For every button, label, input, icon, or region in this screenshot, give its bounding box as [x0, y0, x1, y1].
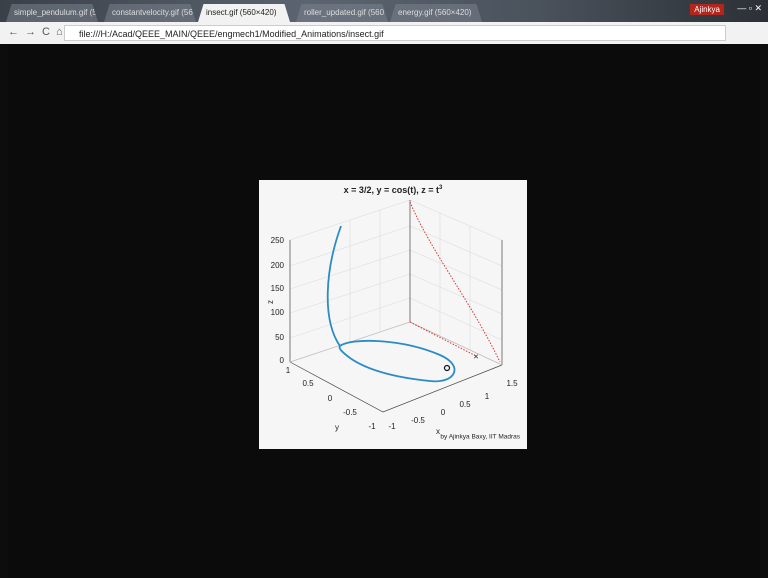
x-label: x: [436, 427, 440, 436]
tick-label: 1: [485, 392, 490, 401]
tick-label: 1.5: [506, 379, 518, 388]
marker-x: ×: [473, 351, 478, 361]
page: simple_pendulum.gif (5 constantvelocity.…: [0, 0, 768, 578]
tick-label: -0.5: [343, 408, 357, 417]
title-text: x = 3/2, y = cos(t), z = t: [344, 185, 439, 195]
tab[interactable]: simple_pendulum.gif (5: [6, 4, 98, 22]
tab[interactable]: constantvelocity.gif (56: [104, 4, 196, 22]
plot-title: x = 3/2, y = cos(t), z = t3: [344, 185, 443, 196]
address-bar: ←→C⌂ file:///H:/Acad/QEEE_MAIN/QEEE/engm…: [0, 22, 768, 44]
tick-label: -1: [388, 422, 396, 431]
z-label: z: [266, 300, 275, 304]
tick-label: 0: [328, 394, 333, 403]
nav-buttons[interactable]: ←→C⌂: [8, 26, 69, 38]
tick-label: 0: [280, 356, 285, 365]
user-badge[interactable]: Ajinkya: [690, 4, 724, 15]
tick-label: -0.5: [411, 416, 425, 425]
credit: by Ajinkya Baxy, IIT Madras: [440, 434, 520, 441]
tick-label: 0.5: [459, 400, 471, 409]
y-label: y: [335, 423, 339, 432]
tick-label: -1: [368, 422, 376, 431]
gif-image: × x = 3/2, y = cos(t), z = t3 z y x 0 50 1…: [259, 180, 527, 449]
tick-label: 250: [271, 236, 285, 245]
tab[interactable]: roller_updated.gif (560: [296, 4, 388, 22]
tick-label: 200: [271, 261, 285, 270]
window-controls[interactable]: — ▫ ✕: [737, 3, 762, 14]
image-bg: [259, 180, 527, 449]
url[interactable]: file:///H:/Acad/QEEE_MAIN/QEEE/engmech1/…: [64, 25, 726, 41]
tab[interactable]: insect.gif (560×420): [198, 4, 290, 22]
tab-bar: simple_pendulum.gif (5 constantvelocity.…: [0, 0, 768, 22]
tick-label: 0: [441, 408, 446, 417]
tick-label: 150: [271, 284, 285, 293]
tick-label: 0.5: [302, 379, 314, 388]
tick-label: 50: [275, 333, 284, 342]
tick-label: 100: [271, 308, 285, 317]
tab[interactable]: energy.gif (560×420): [390, 4, 482, 22]
tick-label: 1: [286, 366, 291, 375]
